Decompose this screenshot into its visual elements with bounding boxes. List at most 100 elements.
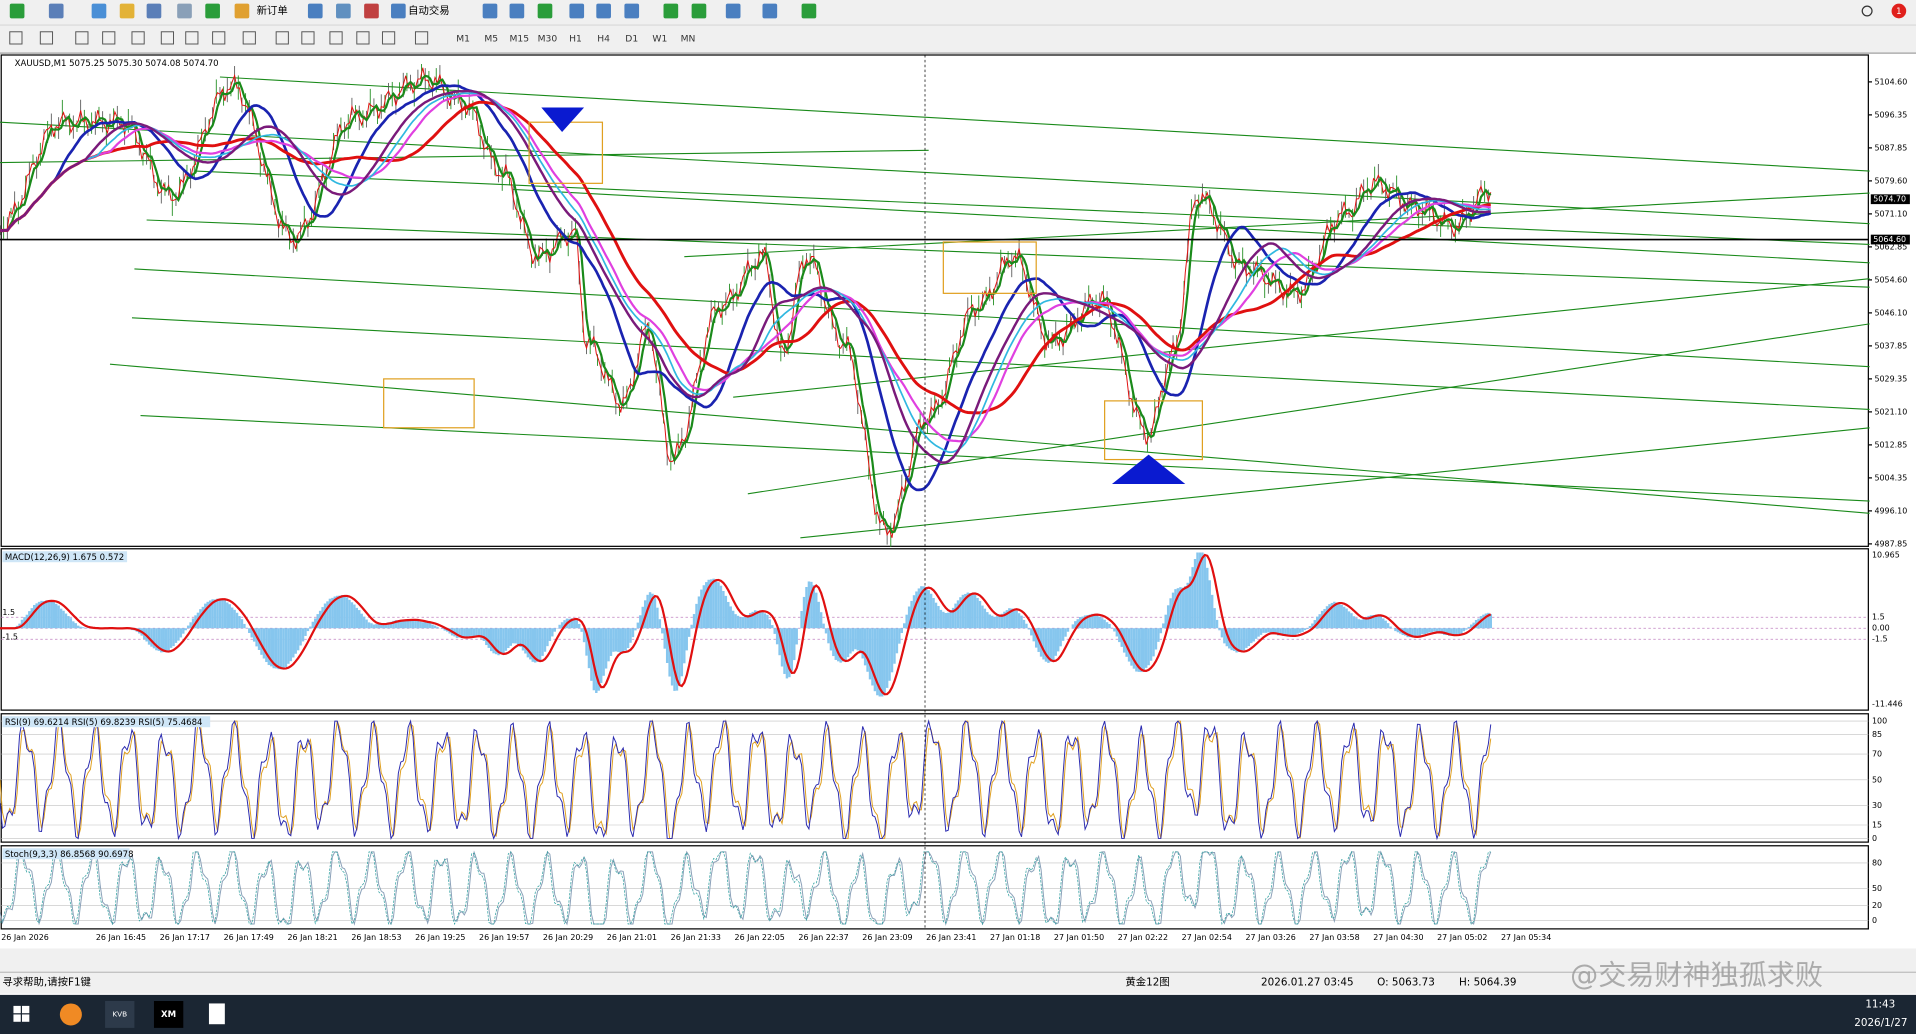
- drawing-tool[interactable]: [242, 31, 256, 45]
- file-app[interactable]: [208, 1003, 225, 1025]
- toolbar-icon[interactable]: [624, 3, 640, 19]
- start-icon[interactable]: [21, 1014, 30, 1022]
- rsi-label: RSI(9) 69.6214 RSI(5) 69.8239 RSI(5) 75.…: [5, 718, 203, 728]
- macd-scale: -11.446: [1872, 699, 1903, 708]
- price-label: 5054.60: [1874, 275, 1907, 284]
- toolbar-icon[interactable]: [391, 3, 406, 19]
- price-label: 5021.10: [1874, 407, 1907, 416]
- drawing-tool[interactable]: [185, 31, 199, 45]
- time-label: 26 Jan 21:33: [671, 933, 721, 942]
- kvb-app-label[interactable]: KVB: [112, 1009, 127, 1018]
- timeframe-button[interactable]: MN: [681, 34, 696, 45]
- toolbar-icon[interactable]: [307, 3, 323, 19]
- drawing-tool[interactable]: [39, 31, 54, 45]
- toolbar-icon[interactable]: [205, 3, 220, 19]
- toolbar-icon[interactable]: [364, 3, 379, 19]
- rsi-line: [0, 719, 1492, 841]
- toolbar-icon[interactable]: [691, 3, 707, 19]
- toolbar-icon[interactable]: [146, 3, 162, 19]
- timeframe-button[interactable]: W1: [652, 34, 667, 45]
- moving-average: [0, 89, 1491, 464]
- notification-badge[interactable]: [1891, 3, 1907, 19]
- drawing-tool[interactable]: [381, 31, 396, 45]
- drawing-tool[interactable]: [212, 31, 226, 45]
- rsi-scale: 0: [1872, 834, 1877, 843]
- price-label: 5071.10: [1874, 209, 1907, 218]
- rsi-line: [0, 719, 1492, 839]
- toolbar-icon[interactable]: [234, 3, 250, 19]
- drawing-tool[interactable]: [275, 31, 289, 45]
- taskbar: [0, 994, 1916, 1034]
- drawing-tool[interactable]: [75, 31, 89, 45]
- moving-average: [0, 100, 1491, 415]
- trend-line: [0, 149, 929, 164]
- start-button[interactable]: [13, 1005, 30, 1022]
- toolbar-icon[interactable]: [336, 3, 351, 19]
- new-order-button[interactable]: 新订单: [257, 4, 288, 17]
- drawing-tool[interactable]: [329, 31, 343, 45]
- time-label: 26 Jan 19:25: [415, 933, 465, 942]
- status-time: 2026.01.27 03:45: [1261, 977, 1354, 989]
- browser-icon[interactable]: [59, 1003, 82, 1026]
- current-price-box: [1870, 194, 1910, 205]
- timeframe-button[interactable]: M30: [538, 34, 558, 45]
- toolbar-icon[interactable]: [119, 3, 135, 19]
- time-label: 26 Jan 18:53: [351, 933, 401, 942]
- status-high: H: 5064.39: [1459, 977, 1516, 989]
- price-label: 5004.35: [1874, 473, 1907, 482]
- price-label: 5012.85: [1874, 440, 1907, 449]
- toolbar-icon[interactable]: [91, 3, 107, 19]
- toolbar-icon[interactable]: [762, 3, 778, 19]
- time-label: 26 Jan 18:21: [287, 933, 337, 942]
- toolbar-icon[interactable]: [9, 3, 25, 19]
- stoch-scale: 0: [1872, 916, 1877, 925]
- time-label: 26 Jan 17:17: [160, 933, 210, 942]
- trend-line: [800, 427, 1870, 539]
- toolbar-icon[interactable]: [177, 3, 192, 19]
- drawing-tool[interactable]: [160, 31, 175, 45]
- toolbar-icon[interactable]: [596, 3, 611, 19]
- time-label: 26 Jan 22:37: [798, 933, 848, 942]
- timeframe-button[interactable]: M1: [456, 34, 470, 45]
- timeframe-button[interactable]: H1: [569, 34, 582, 45]
- drawing-tool[interactable]: [9, 31, 23, 45]
- toolbar-icon[interactable]: [663, 3, 679, 19]
- auto-trading-button[interactable]: 自动交易: [408, 4, 450, 17]
- timeframe-button[interactable]: M5: [484, 34, 498, 45]
- timeframe-button[interactable]: M15: [510, 34, 530, 45]
- toolbar-icon[interactable]: [801, 3, 817, 19]
- toolbar-icon[interactable]: [482, 3, 498, 19]
- drawing-tool[interactable]: [414, 31, 429, 45]
- drawing-tool[interactable]: [102, 31, 116, 45]
- toolbar-icon[interactable]: [48, 3, 64, 19]
- rsi-scale: 85: [1872, 730, 1882, 739]
- search-icon[interactable]: [1861, 5, 1873, 17]
- trend-line: [0, 121, 1870, 225]
- timeframe-button[interactable]: D1: [625, 34, 638, 45]
- start-icon[interactable]: [13, 1014, 21, 1022]
- rsi-scale: 30: [1872, 801, 1882, 810]
- start-icon[interactable]: [21, 1005, 30, 1014]
- toolbar-icon[interactable]: [537, 3, 553, 19]
- drawing-tool[interactable]: [301, 31, 315, 45]
- price-label: 5029.35: [1874, 374, 1907, 383]
- xm-app-label[interactable]: XM: [161, 1010, 176, 1020]
- xm-app[interactable]: [153, 1001, 184, 1028]
- notification-count[interactable]: 1: [1896, 7, 1901, 17]
- timeframe-button[interactable]: H4: [597, 34, 610, 45]
- drawing-tool[interactable]: [131, 31, 145, 45]
- kvb-app[interactable]: [105, 1001, 135, 1028]
- drawing-tool[interactable]: [356, 31, 370, 45]
- start-icon[interactable]: [13, 1005, 21, 1014]
- stoch-scale: 50: [1872, 884, 1882, 893]
- price-label: 5087.85: [1874, 143, 1907, 152]
- moving-average: [0, 93, 1491, 443]
- macd-scale: 1.5: [1872, 613, 1885, 622]
- current-price: 5074.70: [1873, 195, 1906, 204]
- time-label: 27 Jan 01:50: [1054, 933, 1104, 942]
- toolbar-icon[interactable]: [569, 3, 585, 19]
- toolbar-icon[interactable]: [725, 3, 741, 19]
- time-label: 26 Jan 16:45: [96, 933, 146, 942]
- toolbar-icon[interactable]: [509, 3, 525, 19]
